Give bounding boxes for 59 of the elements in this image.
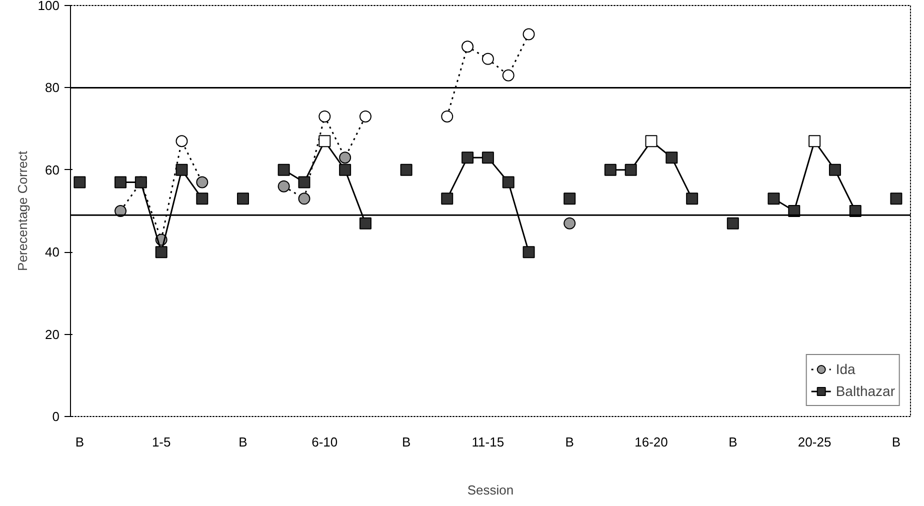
point [196,176,208,188]
x-tick-label: B [892,434,901,450]
point [339,152,352,164]
x-tick-label: 20-25 [798,434,832,450]
point [196,192,208,205]
y-tick-label: 80 [45,80,60,96]
x-tick-label: B [238,434,248,450]
point [318,110,331,122]
point [441,192,454,205]
point [462,152,474,164]
x-tick-label: 1-5 [152,434,171,450]
legend-label: Ida [836,361,856,377]
x-tick-label: B [565,434,574,450]
point [726,217,739,230]
point [502,176,514,188]
x-tick-label: B [728,434,738,450]
point [176,164,188,176]
point [298,176,310,188]
x-tick-label: 16-20 [634,434,668,450]
point [114,176,127,188]
x-tick-label: B [402,434,411,450]
point [604,164,616,176]
point [482,152,494,164]
y-tick-label: 0 [52,409,60,424]
x-tick-label: 6-10 [312,434,338,450]
point [828,164,841,176]
point [564,192,576,205]
point [624,164,637,176]
y-tick-label: 40 [45,244,60,260]
point [441,110,454,122]
point [666,152,678,164]
y-tick-label: 100 [38,0,60,13]
point [359,110,372,122]
point [522,246,535,258]
point [278,164,290,176]
x-axis-title: Session [467,482,514,498]
point [236,192,249,205]
y-tick-label: 20 [45,326,60,342]
y-tick-label: 60 [45,162,60,178]
point [176,135,188,148]
x-tick-label: B [75,434,84,450]
point [339,164,352,176]
point [768,192,780,205]
legend-label: Balthazar [836,383,895,399]
point [482,52,494,65]
point [502,69,514,82]
point [298,192,310,205]
point [359,217,372,230]
point [564,217,576,230]
point [74,176,86,188]
point [400,164,412,176]
point [686,192,698,205]
point [522,28,535,40]
point [890,192,902,205]
x-tick-label: 11-15 [472,434,504,450]
point [155,246,168,258]
point [462,40,474,53]
point [278,180,290,192]
y-axis-title: Perecentage Correct [14,150,30,271]
